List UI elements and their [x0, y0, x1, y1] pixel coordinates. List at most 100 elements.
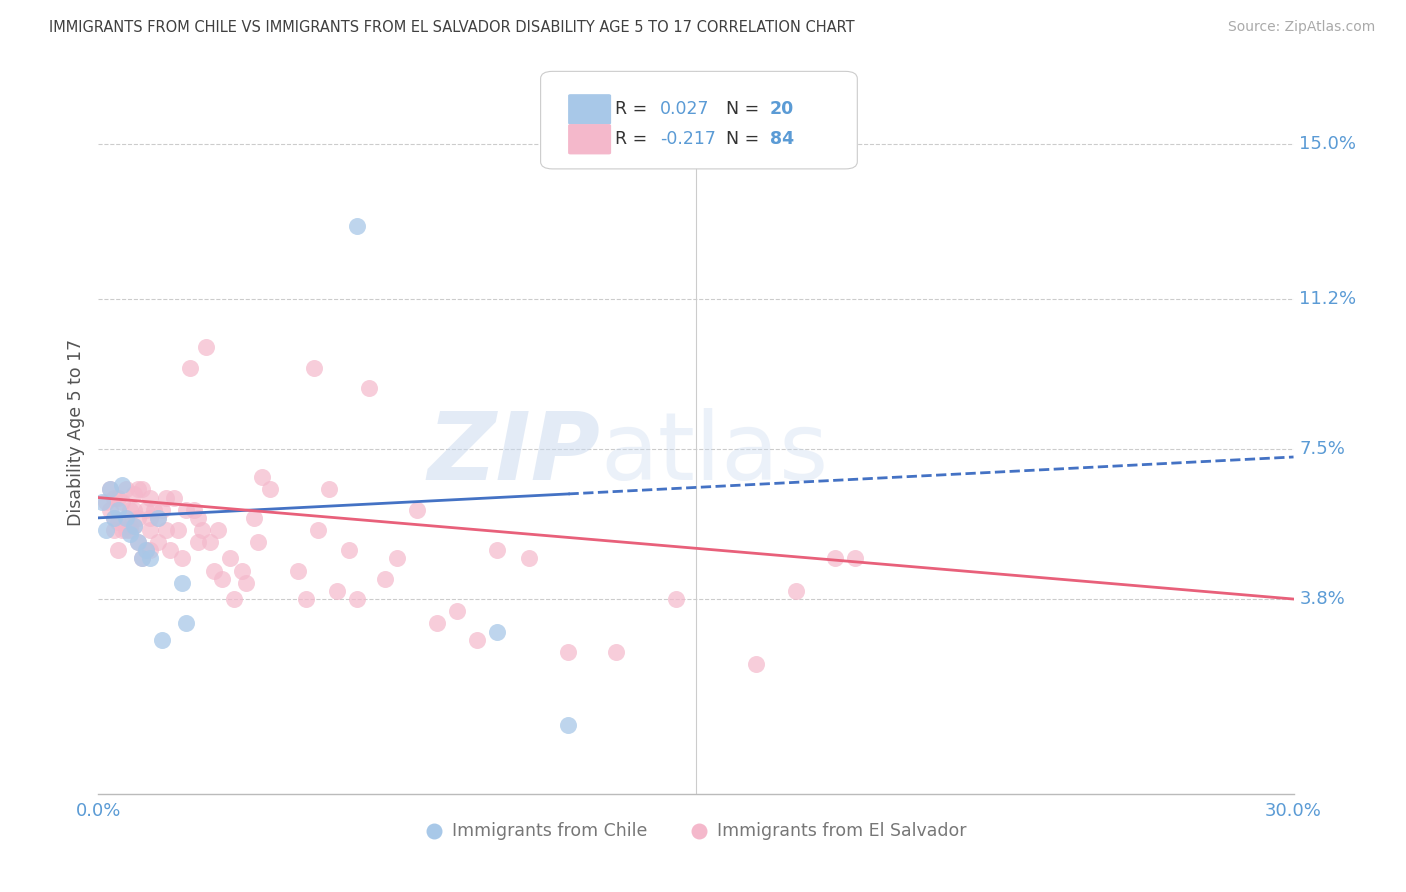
Point	[167, 523, 190, 537]
Point	[139, 551, 162, 566]
Text: Source: ZipAtlas.com: Source: ZipAtlas.com	[1227, 20, 1375, 34]
Point	[139, 543, 162, 558]
Point	[124, 519, 146, 533]
Text: IMMIGRANTS FROM CHILE VS IMMIGRANTS FROM EL SALVADOR DISABILITY AGE 5 TO 17 CORR: IMMIGRANTS FROM CHILE VS IMMIGRANTS FROM…	[49, 20, 855, 35]
Point	[107, 515, 129, 529]
Point	[195, 340, 218, 354]
Point	[485, 624, 508, 639]
Point	[235, 575, 257, 590]
Point	[148, 511, 170, 525]
Point	[155, 491, 177, 505]
Point	[103, 523, 125, 537]
Text: 7.5%: 7.5%	[1299, 440, 1346, 458]
Point	[824, 551, 846, 566]
Text: ZIP: ZIP	[427, 409, 600, 500]
Point	[111, 523, 134, 537]
Text: atlas: atlas	[600, 409, 828, 500]
Point	[385, 551, 409, 566]
Text: R =: R =	[614, 130, 652, 148]
Point	[148, 511, 170, 525]
Point	[159, 543, 181, 558]
Point	[465, 632, 488, 647]
Point	[183, 502, 205, 516]
FancyBboxPatch shape	[541, 71, 858, 169]
Point	[187, 511, 209, 525]
Point	[174, 616, 197, 631]
Point	[785, 583, 807, 598]
Point	[148, 535, 170, 549]
Point	[406, 502, 429, 516]
FancyBboxPatch shape	[568, 124, 612, 154]
FancyBboxPatch shape	[568, 95, 612, 125]
Point	[243, 511, 266, 525]
Legend: Immigrants from Chile, Immigrants from El Salvador: Immigrants from Chile, Immigrants from E…	[419, 814, 973, 847]
Point	[202, 564, 225, 578]
Point	[127, 535, 149, 549]
Point	[222, 592, 245, 607]
Text: 11.2%: 11.2%	[1299, 290, 1357, 308]
Point	[844, 551, 866, 566]
Point	[127, 483, 149, 497]
Point	[198, 535, 221, 549]
Point	[103, 491, 125, 505]
Point	[294, 592, 316, 607]
Point	[191, 523, 214, 537]
Point	[307, 523, 329, 537]
Point	[131, 551, 153, 566]
Point	[139, 491, 162, 505]
Point	[139, 511, 162, 525]
Point	[179, 360, 201, 375]
Point	[155, 523, 177, 537]
Point	[326, 583, 349, 598]
Point	[359, 381, 381, 395]
Point	[124, 519, 146, 533]
Text: R =: R =	[614, 100, 652, 119]
Point	[517, 551, 540, 566]
Point	[143, 502, 166, 516]
Point	[211, 572, 233, 586]
Point	[127, 535, 149, 549]
Point	[339, 543, 361, 558]
Point	[246, 535, 269, 549]
Point	[107, 502, 129, 516]
Text: 3.8%: 3.8%	[1299, 590, 1346, 608]
Point	[115, 483, 138, 497]
Point	[557, 645, 579, 659]
Point	[131, 551, 153, 566]
Point	[135, 502, 157, 516]
Point	[91, 494, 114, 508]
Point	[163, 491, 186, 505]
Point	[605, 645, 627, 659]
Point	[259, 483, 281, 497]
Point	[131, 483, 153, 497]
Point	[107, 491, 129, 505]
Point	[318, 483, 340, 497]
Point	[172, 575, 194, 590]
Point	[111, 494, 134, 508]
Point	[103, 511, 125, 525]
Point	[98, 483, 122, 497]
Point	[111, 478, 134, 492]
Point	[745, 657, 768, 671]
Point	[120, 502, 142, 516]
Point	[115, 523, 138, 537]
Point	[557, 718, 579, 732]
Point	[219, 551, 242, 566]
Point	[231, 564, 253, 578]
Point	[346, 219, 368, 233]
Point	[150, 632, 173, 647]
Text: 20: 20	[770, 100, 794, 119]
Point	[426, 616, 449, 631]
Point	[96, 523, 118, 537]
Text: -0.217: -0.217	[661, 130, 716, 148]
Y-axis label: Disability Age 5 to 17: Disability Age 5 to 17	[66, 339, 84, 526]
Point	[124, 502, 146, 516]
Point	[374, 572, 396, 586]
Point	[124, 486, 146, 500]
Point	[115, 511, 138, 525]
Point	[250, 470, 273, 484]
Point	[98, 502, 122, 516]
Point	[207, 523, 229, 537]
Point	[115, 511, 138, 525]
Point	[174, 502, 197, 516]
